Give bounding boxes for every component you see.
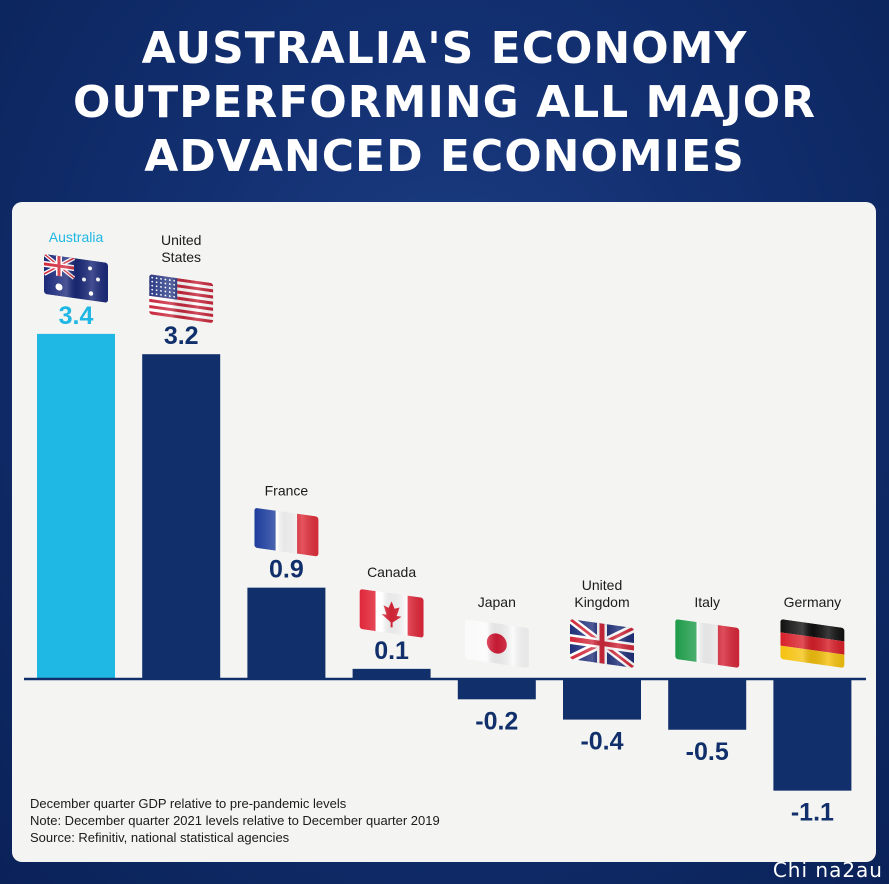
bar-canada: [352, 668, 431, 679]
bar-united-states: [142, 354, 221, 679]
bar-japan: [457, 679, 536, 700]
category-label-japan-1: Japan: [478, 594, 516, 610]
united-states-flag-icon: [149, 274, 214, 324]
canada-flag-icon: [359, 588, 424, 638]
bar-germany: [773, 679, 852, 791]
japan-flag-icon: [464, 619, 529, 668]
category-label-united-kingdom-2: Kingdom: [574, 594, 629, 610]
note-source: Source: Refinitiv, national statistical …: [30, 830, 290, 845]
title-line-1: AUSTRALIA'S ECONOMY: [141, 23, 748, 74]
australia-flag-icon: [44, 253, 108, 303]
category-label-italy-1: Italy: [694, 594, 720, 610]
value-label-united-kingdom: -0.4: [580, 728, 623, 756]
value-label-australia: 3.4: [59, 302, 94, 330]
bar-united-kingdom: [563, 679, 641, 720]
title-line-3: ADVANCED ECONOMIES: [144, 131, 745, 182]
category-label-canada-1: Canada: [367, 564, 416, 580]
bar-australia: [37, 333, 115, 679]
note-description: December quarter GDP relative to pre-pan…: [30, 796, 347, 811]
bar-france: [247, 587, 326, 679]
note-period: Note: December quarter 2021 levels relat…: [30, 813, 440, 828]
chart-notes: December quarter GDP relative to pre-pan…: [30, 795, 440, 846]
value-label-italy: -0.5: [686, 738, 729, 766]
category-label-united-states-1: United: [161, 232, 201, 248]
category-label-germany-1: Germany: [784, 594, 842, 610]
title-line-2: OUTPERFORMING ALL MAJOR: [72, 77, 817, 128]
france-flag-icon: [254, 507, 319, 557]
page-title: AUSTRALIA'S ECONOMY OUTPERFORMING ALL MA…: [0, 22, 889, 184]
category-label-united-kingdom-1: United: [582, 577, 622, 593]
category-label-france-1: France: [265, 483, 309, 499]
category-label-australia-1: Australia: [49, 229, 104, 245]
watermark: Chi na2au: [772, 858, 883, 882]
value-label-united-states: 3.2: [164, 322, 199, 350]
value-label-germany: -1.1: [791, 799, 834, 827]
bar-italy: [668, 679, 747, 730]
value-label-japan: -0.2: [475, 707, 518, 735]
category-label-united-states-2: States: [161, 249, 201, 265]
value-label-canada: 0.1: [374, 637, 409, 665]
germany-flag-icon: [780, 619, 845, 668]
value-label-france: 0.9: [269, 556, 304, 584]
italy-flag-icon: [675, 619, 740, 668]
united-kingdom-flag-icon: [570, 619, 634, 668]
